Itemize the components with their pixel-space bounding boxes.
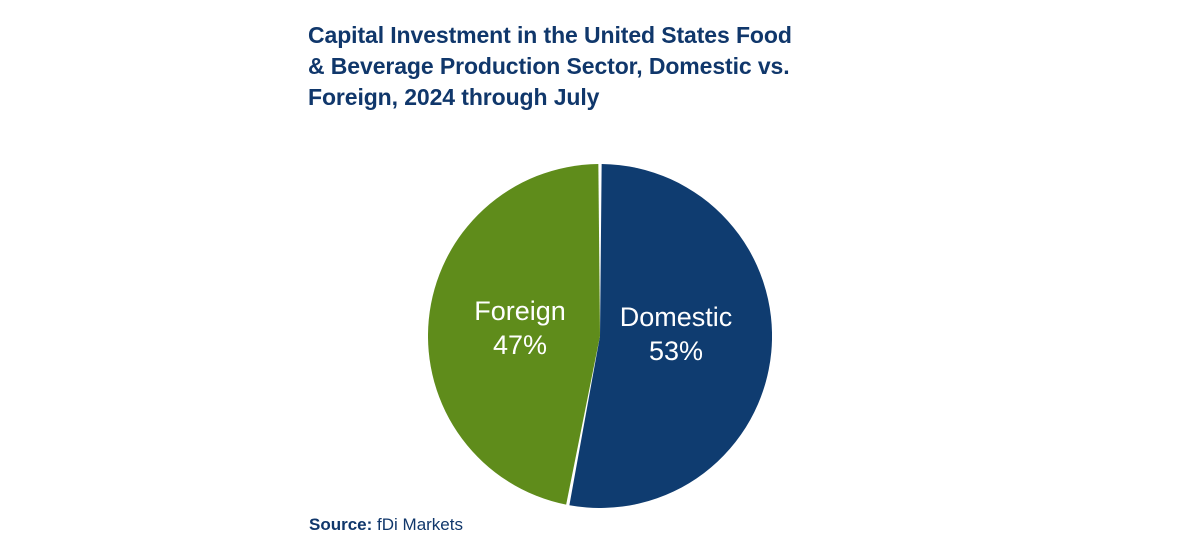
chart-title: Capital Investment in the United States … [308, 22, 792, 110]
source-line: Source: fDi Markets [309, 515, 463, 535]
pie-chart [428, 164, 772, 508]
pie-slice-foreign[interactable] [428, 164, 600, 505]
source-value: fDi Markets [377, 515, 463, 534]
pie-slice-domestic[interactable] [569, 164, 772, 508]
pie-slices [428, 164, 772, 508]
pie-chart-svg [428, 164, 772, 508]
source-label: Source: [309, 515, 373, 534]
